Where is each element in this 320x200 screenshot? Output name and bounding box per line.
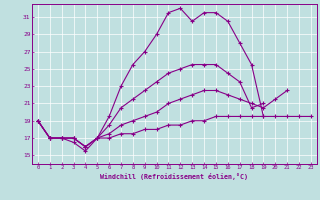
X-axis label: Windchill (Refroidissement éolien,°C): Windchill (Refroidissement éolien,°C) bbox=[100, 173, 248, 180]
